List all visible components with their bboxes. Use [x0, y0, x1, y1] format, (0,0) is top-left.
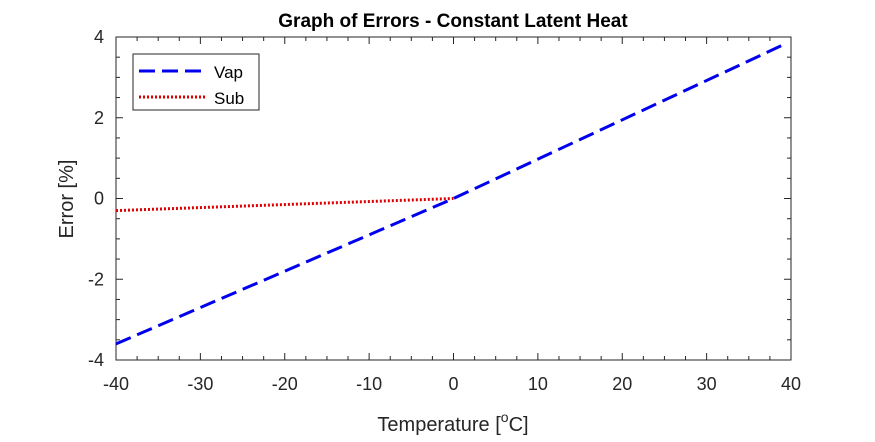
x-axis-label-tail: C] [509, 414, 529, 436]
x-tick-label: 20 [612, 374, 632, 394]
chart-title: Graph of Errors - Constant Latent Heat [278, 11, 628, 32]
x-tick-label: -40 [103, 374, 129, 394]
y-tick-label: 0 [94, 189, 104, 209]
legend-box [132, 53, 260, 111]
y-tick-label: 4 [94, 27, 104, 47]
x-axis-label-main: Temperature [ [377, 414, 501, 436]
x-tick-label: 30 [697, 374, 717, 394]
y-tick-label: 2 [94, 108, 104, 128]
series-layer [115, 43, 784, 346]
series-line-sub [115, 197, 454, 213]
series-line-vap [115, 43, 784, 346]
x-tick-label: 40 [781, 374, 801, 394]
x-axis-label-superscript: o [501, 409, 509, 425]
x-tick-label: -30 [187, 374, 213, 394]
x-tick-label: -20 [272, 374, 298, 394]
y-tick-labels: -4 -2 0 2 4 [88, 27, 104, 370]
y-tick-label: -2 [88, 269, 104, 289]
legend-label-sub: Sub [214, 89, 244, 108]
x-tick-labels: -40 -30 -20 -10 0 10 20 30 40 [103, 374, 801, 394]
axis-ticks [115, 36, 792, 361]
x-tick-label: 10 [528, 374, 548, 394]
legend: Vap Sub [132, 53, 260, 111]
x-axis-label: Temperature [oC] [377, 409, 528, 436]
y-axis-label: Error [%] [56, 160, 78, 239]
x-tick-label: 0 [448, 374, 458, 394]
y-tick-label: -4 [88, 350, 104, 370]
legend-label-vap: Vap [214, 63, 243, 82]
x-tick-label: -10 [356, 374, 382, 394]
